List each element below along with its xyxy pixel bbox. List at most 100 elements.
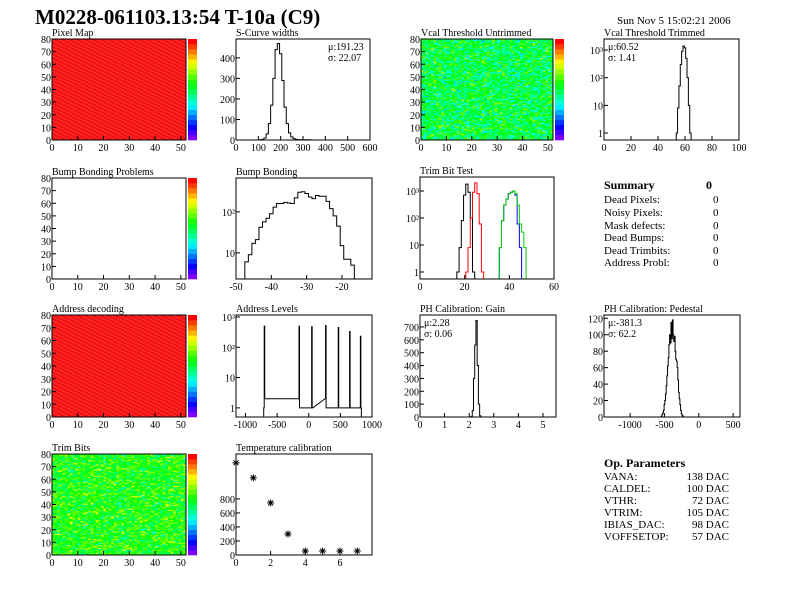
heatmap-cell (70, 117, 73, 119)
heatmap-cell (152, 116, 156, 118)
heatmap-cell (178, 78, 182, 80)
heatmap-cell (100, 84, 104, 87)
heatmap-cell (72, 65, 76, 68)
heatmap-cell (52, 59, 55, 61)
heatmap-cell (160, 137, 164, 140)
heatmap-cell (106, 93, 109, 95)
heatmap-cell (441, 117, 445, 119)
heatmap-cell (52, 71, 55, 74)
heatmap-cell (124, 117, 128, 119)
heatmap-cell (113, 133, 117, 136)
heatmap-cell (80, 116, 84, 118)
heatmap-cell (64, 99, 68, 102)
heatmap-cell (438, 136, 442, 138)
heatmap-cell (80, 83, 84, 85)
heatmap-cell (173, 107, 176, 109)
heatmap-cell (426, 121, 429, 123)
heatmap-cell (147, 44, 151, 46)
heatmap-cell (157, 126, 161, 128)
heatmap-cell (423, 102, 427, 104)
heatmap-cell (131, 100, 135, 103)
heatmap-cell (77, 54, 81, 56)
heatmap-cell (111, 41, 115, 44)
heatmap-cell (433, 109, 437, 112)
heatmap-cell (124, 69, 128, 71)
heatmap-cell (111, 55, 115, 57)
heatmap-cell (100, 39, 104, 41)
heatmap-cell (421, 94, 424, 97)
heatmap-cell (178, 84, 182, 87)
heatmap-cell (173, 41, 176, 44)
heatmap-cell (149, 40, 153, 42)
heatmap-cell (162, 56, 166, 59)
heatmap-cell (67, 75, 71, 78)
heatmap-cell (183, 62, 187, 65)
heatmap-cell (162, 70, 166, 73)
heatmap-cell (129, 42, 133, 45)
heatmap-cell (95, 121, 99, 123)
heatmap-cell (59, 86, 63, 89)
heatmap-cell (103, 83, 107, 85)
heatmap-cell (436, 57, 440, 60)
heatmap-cell (82, 100, 86, 103)
heatmap-cell (175, 49, 179, 51)
heatmap-cell (126, 85, 130, 88)
heatmap-cell (134, 116, 138, 118)
heatmap-cell (75, 52, 79, 55)
heatmap-cell (108, 65, 112, 68)
heatmap-cell (170, 56, 174, 59)
heatmap-cell (54, 54, 58, 56)
heatmap-cell (64, 131, 68, 133)
heatmap-cell (142, 134, 146, 137)
heatmap-cell (121, 40, 125, 42)
heatmap-cell (134, 98, 138, 100)
heatmap-cell (160, 40, 164, 42)
heatmap-cell (80, 114, 84, 117)
heatmap-cell (428, 68, 432, 70)
heatmap-cell (149, 129, 153, 132)
heatmap-cell (438, 99, 442, 102)
heatmap-cell (142, 116, 146, 118)
heatmap-cell (111, 137, 115, 140)
heatmap-cell (134, 129, 138, 132)
heatmap-cell (108, 98, 112, 100)
heatmap-cell (162, 71, 166, 74)
heatmap-cell (428, 49, 432, 51)
heatmap-cell (100, 117, 104, 119)
heatmap-cell (106, 89, 109, 92)
heatmap-cell (126, 127, 130, 129)
heatmap-cell (103, 90, 107, 93)
heatmap-cell (64, 93, 68, 95)
y-tick-label: 300 (220, 74, 235, 85)
heatmap-cell (119, 85, 122, 88)
heatmap-cell (438, 129, 442, 132)
heatmap-cell (103, 100, 107, 103)
heatmap-cell (62, 98, 66, 100)
heatmap-cell (106, 88, 109, 90)
heatmap-cell (103, 129, 107, 132)
heatmap-cell (62, 81, 66, 84)
heatmap-cell (175, 102, 179, 104)
heatmap-cell (93, 62, 97, 65)
heatmap-cell (134, 99, 138, 102)
heatmap-cell (157, 59, 161, 61)
heatmap-cell (167, 54, 171, 56)
heatmap-cell (100, 59, 104, 61)
heatmap-cell (88, 56, 91, 59)
heatmap-cell (119, 136, 122, 138)
heatmap-cell (149, 97, 153, 99)
heatmap-cell (62, 42, 66, 45)
heatmap-cell (436, 103, 440, 105)
heatmap-cell (436, 109, 440, 112)
heatmap-cell (108, 75, 112, 78)
heatmap-cell (85, 86, 89, 89)
heatmap-cell (131, 78, 135, 80)
heatmap-cell (436, 131, 440, 133)
heatmap-cell (80, 41, 84, 44)
heatmap-cell (433, 73, 437, 75)
heatmap-cell (421, 80, 424, 83)
heatmap-cell (100, 128, 104, 131)
heatmap-cell (139, 132, 143, 134)
heatmap-cell (121, 46, 125, 49)
heatmap-cell (183, 59, 187, 61)
